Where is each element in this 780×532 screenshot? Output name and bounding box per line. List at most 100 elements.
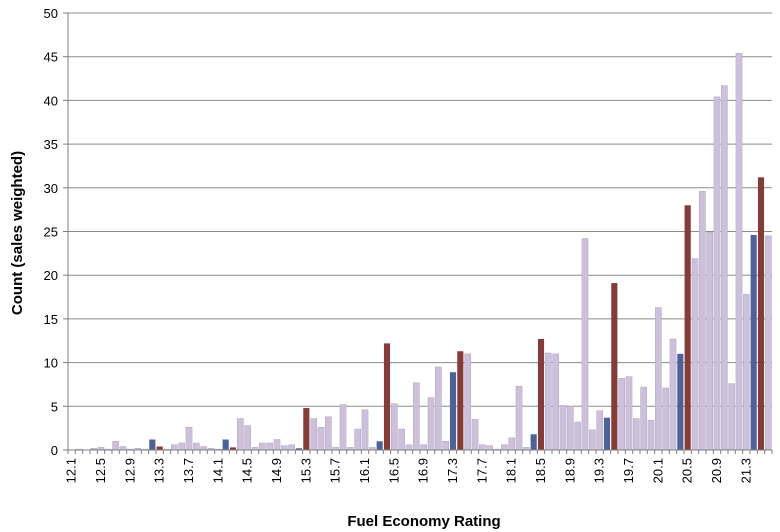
bar-47 bbox=[413, 382, 420, 451]
bar-66 bbox=[552, 353, 559, 451]
y-tick-label-6: 30 bbox=[44, 181, 58, 196]
y-tick-label-1: 5 bbox=[51, 399, 58, 414]
bar-35 bbox=[325, 416, 332, 451]
x-tick-label-15: 18.1 bbox=[504, 458, 519, 483]
y-tick-label-7: 35 bbox=[44, 137, 58, 152]
bar-82 bbox=[669, 338, 677, 451]
bar-80 bbox=[655, 307, 662, 451]
bar-65 bbox=[545, 352, 552, 451]
bar-83 bbox=[677, 353, 684, 450]
bar-34 bbox=[317, 427, 325, 451]
bar-37 bbox=[339, 404, 347, 451]
bar-12 bbox=[156, 446, 163, 450]
x-tick-label-18: 19.3 bbox=[592, 458, 607, 483]
bar-28 bbox=[273, 439, 281, 451]
x-tick-label-1: 12.5 bbox=[93, 458, 108, 483]
bar-72 bbox=[596, 410, 603, 451]
bar-92 bbox=[743, 294, 750, 451]
x-tick-label-9: 15.7 bbox=[328, 458, 343, 483]
bar-85 bbox=[691, 258, 699, 451]
bar-31 bbox=[295, 448, 303, 450]
y-tick-label-10: 50 bbox=[44, 6, 58, 21]
bar-44 bbox=[391, 403, 398, 451]
bar-55 bbox=[471, 419, 479, 451]
bar-49 bbox=[427, 397, 435, 451]
x-tick-label-10: 16.1 bbox=[357, 458, 372, 483]
x-tick-label-19: 19.7 bbox=[621, 458, 636, 483]
bar-52 bbox=[449, 372, 457, 450]
bar-40 bbox=[361, 409, 369, 451]
bar-46 bbox=[405, 444, 413, 451]
bar-22 bbox=[229, 447, 237, 450]
bar-15 bbox=[178, 442, 185, 451]
x-tick-label-8: 15.3 bbox=[298, 458, 313, 483]
x-tick-label-17: 18.9 bbox=[562, 458, 577, 483]
x-tick-label-14: 17.7 bbox=[474, 458, 489, 483]
bar-7 bbox=[119, 446, 127, 451]
bar-67 bbox=[559, 405, 567, 451]
x-tick-label-12: 16.9 bbox=[416, 458, 431, 483]
axes bbox=[63, 12, 773, 454]
bar-42 bbox=[376, 441, 383, 450]
x-tick-label-0: 12.1 bbox=[64, 458, 79, 483]
x-tick-label-3: 13.3 bbox=[152, 458, 167, 483]
x-tick-label-7: 14.9 bbox=[269, 458, 284, 483]
bar-86 bbox=[699, 191, 706, 451]
bar-56 bbox=[479, 444, 486, 451]
x-tick-label-22: 20.9 bbox=[709, 458, 724, 483]
x-tick-labels: 12.1 12.5 12.9 13.3 13.7 14.1 14.5 14.9 15.3 15.7… bbox=[64, 458, 754, 483]
bar-57 bbox=[486, 445, 493, 451]
bar-81 bbox=[662, 387, 669, 451]
y-tick-label-0: 0 bbox=[51, 443, 58, 458]
bar-39 bbox=[354, 428, 361, 451]
y-tick-label-4: 20 bbox=[44, 268, 58, 283]
bar-43 bbox=[383, 343, 391, 450]
bar-84 bbox=[684, 205, 691, 450]
bar-75 bbox=[618, 378, 625, 451]
bar-88 bbox=[713, 96, 721, 451]
bar-79 bbox=[647, 420, 655, 451]
bar-45 bbox=[398, 428, 405, 451]
bar-78 bbox=[640, 386, 647, 451]
y-tick-label-5: 25 bbox=[44, 225, 58, 240]
bar-90 bbox=[728, 383, 735, 451]
bar-93 bbox=[750, 234, 757, 450]
bar-11 bbox=[149, 439, 156, 450]
bar-77 bbox=[633, 418, 640, 451]
bar-48 bbox=[420, 444, 427, 451]
bar-89 bbox=[721, 85, 728, 451]
x-tick-label-21: 20.5 bbox=[680, 458, 695, 483]
bar-63 bbox=[530, 434, 537, 450]
bar-29 bbox=[281, 445, 288, 451]
x-tick-label-23: 21.3 bbox=[738, 458, 753, 483]
bar-69 bbox=[574, 421, 581, 451]
y-tick-label-9: 45 bbox=[44, 50, 58, 65]
bar-27 bbox=[266, 442, 273, 451]
x-tick-label-16: 18.5 bbox=[533, 458, 548, 483]
bar-71 bbox=[589, 429, 596, 451]
x-tick-label-6: 14.5 bbox=[240, 458, 255, 483]
x-tick-label-4: 13.7 bbox=[181, 458, 196, 483]
y-tick-label-3: 15 bbox=[44, 312, 58, 327]
bar-30 bbox=[288, 444, 295, 451]
bar-23 bbox=[237, 418, 244, 451]
bar-16 bbox=[185, 427, 193, 451]
bar-59 bbox=[501, 444, 508, 451]
bar-53 bbox=[457, 351, 464, 450]
bar-68 bbox=[567, 406, 574, 451]
x-tick-label-5: 14.1 bbox=[210, 458, 225, 483]
bar-33 bbox=[310, 418, 317, 451]
y-tick-label-8: 40 bbox=[44, 93, 58, 108]
bar-95 bbox=[765, 235, 772, 451]
y-tick-labels: 0 5 10 15 20 25 30 35 40 45 50 bbox=[44, 6, 58, 458]
bar-14 bbox=[171, 444, 178, 451]
bar-18 bbox=[200, 446, 207, 451]
bar-74 bbox=[611, 283, 618, 450]
bar-91 bbox=[735, 52, 743, 451]
bar-32 bbox=[303, 408, 310, 450]
y-axis-title: Count (sales weighted) bbox=[9, 151, 26, 315]
bar-70 bbox=[581, 238, 589, 451]
bar-50 bbox=[435, 366, 442, 451]
x-tick-label-11: 16.5 bbox=[386, 458, 401, 483]
